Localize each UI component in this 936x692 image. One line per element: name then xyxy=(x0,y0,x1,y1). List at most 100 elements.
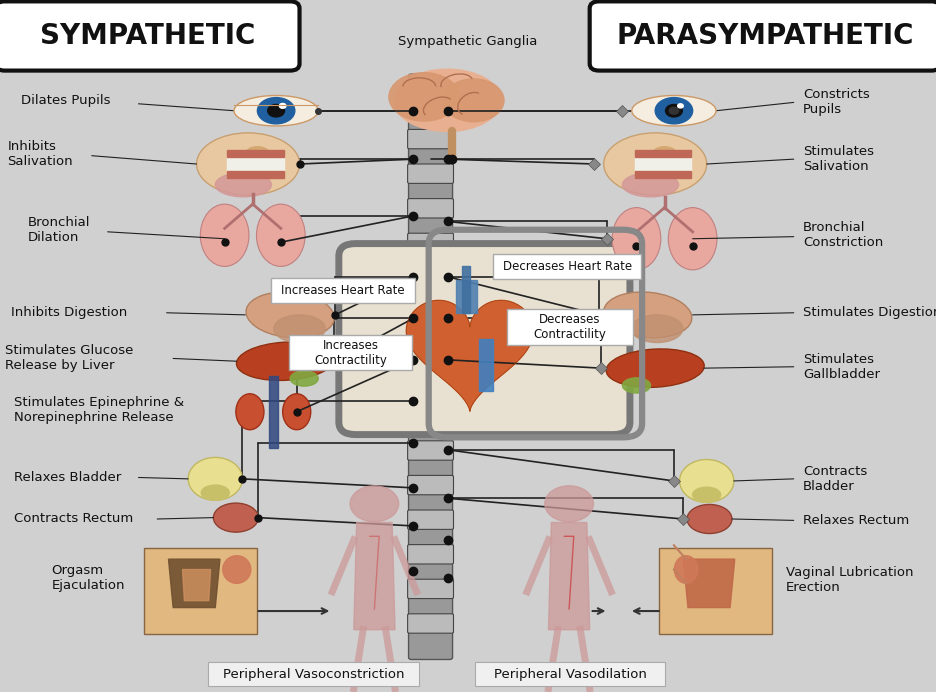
Text: Contracts Rectum: Contracts Rectum xyxy=(14,513,133,525)
Ellipse shape xyxy=(622,378,651,393)
Ellipse shape xyxy=(237,342,334,381)
Ellipse shape xyxy=(246,292,334,338)
Text: Increases Heart Rate: Increases Heart Rate xyxy=(281,284,404,297)
Ellipse shape xyxy=(273,315,326,343)
Text: Peripheral Vasodilation: Peripheral Vasodilation xyxy=(493,668,647,680)
Circle shape xyxy=(545,486,593,522)
Polygon shape xyxy=(548,522,590,630)
FancyBboxPatch shape xyxy=(408,302,453,322)
FancyBboxPatch shape xyxy=(408,510,453,529)
Ellipse shape xyxy=(665,104,682,117)
Ellipse shape xyxy=(668,208,717,270)
Text: Stimulates
Gallbladder: Stimulates Gallbladder xyxy=(803,353,880,381)
Circle shape xyxy=(350,486,399,522)
Text: Increases
Contractility: Increases Contractility xyxy=(314,339,388,367)
Ellipse shape xyxy=(632,95,716,126)
Polygon shape xyxy=(183,570,211,601)
Polygon shape xyxy=(635,157,691,171)
Polygon shape xyxy=(462,266,470,313)
Ellipse shape xyxy=(223,556,251,583)
FancyBboxPatch shape xyxy=(409,74,453,659)
Text: SYMPATHETIC: SYMPATHETIC xyxy=(40,22,256,50)
Ellipse shape xyxy=(678,104,683,108)
Polygon shape xyxy=(479,339,493,391)
FancyBboxPatch shape xyxy=(408,406,453,426)
FancyBboxPatch shape xyxy=(408,268,453,287)
Ellipse shape xyxy=(268,104,285,117)
Ellipse shape xyxy=(188,457,242,500)
Ellipse shape xyxy=(622,173,679,197)
Ellipse shape xyxy=(612,208,661,270)
Ellipse shape xyxy=(604,292,692,338)
Ellipse shape xyxy=(213,503,258,532)
FancyBboxPatch shape xyxy=(271,278,415,303)
Polygon shape xyxy=(635,171,691,178)
Text: Decreases Heart Rate: Decreases Heart Rate xyxy=(503,260,632,273)
Text: Constricts
Pupils: Constricts Pupils xyxy=(803,89,870,116)
FancyBboxPatch shape xyxy=(408,164,453,183)
FancyBboxPatch shape xyxy=(339,244,630,435)
Polygon shape xyxy=(456,280,477,313)
Ellipse shape xyxy=(680,459,734,502)
Ellipse shape xyxy=(631,315,683,343)
FancyBboxPatch shape xyxy=(659,548,772,634)
Ellipse shape xyxy=(653,147,676,161)
FancyBboxPatch shape xyxy=(408,199,453,218)
Ellipse shape xyxy=(674,556,698,583)
Text: Contracts
Bladder: Contracts Bladder xyxy=(803,465,868,493)
Ellipse shape xyxy=(246,147,270,161)
Ellipse shape xyxy=(283,394,311,430)
FancyBboxPatch shape xyxy=(408,441,453,460)
Ellipse shape xyxy=(215,173,271,197)
Ellipse shape xyxy=(257,98,295,124)
Text: Bronchial
Constriction: Bronchial Constriction xyxy=(803,221,884,249)
Text: Decreases
Contractility: Decreases Contractility xyxy=(534,313,607,341)
Text: Relaxes Rectum: Relaxes Rectum xyxy=(803,514,910,527)
FancyBboxPatch shape xyxy=(208,662,419,686)
Polygon shape xyxy=(406,300,534,411)
Text: Vaginal Lubrication
Erection: Vaginal Lubrication Erection xyxy=(786,566,914,594)
Ellipse shape xyxy=(256,204,305,266)
Ellipse shape xyxy=(693,487,721,502)
Text: Peripheral Vasoconstriction: Peripheral Vasoconstriction xyxy=(223,668,404,680)
Ellipse shape xyxy=(197,133,300,195)
FancyBboxPatch shape xyxy=(408,614,453,633)
Ellipse shape xyxy=(393,69,502,131)
FancyBboxPatch shape xyxy=(408,337,453,356)
Ellipse shape xyxy=(604,133,707,195)
Text: Inhibits Digestion: Inhibits Digestion xyxy=(11,307,127,319)
Text: Relaxes Bladder: Relaxes Bladder xyxy=(14,471,122,484)
FancyBboxPatch shape xyxy=(507,309,633,345)
Ellipse shape xyxy=(687,504,732,534)
FancyBboxPatch shape xyxy=(408,129,453,149)
Ellipse shape xyxy=(236,394,264,430)
Ellipse shape xyxy=(290,371,318,386)
Ellipse shape xyxy=(389,73,460,121)
Ellipse shape xyxy=(607,349,704,388)
Text: Stimulates
Salivation: Stimulates Salivation xyxy=(803,145,874,173)
FancyBboxPatch shape xyxy=(408,545,453,564)
Ellipse shape xyxy=(444,79,505,122)
Text: Dilates Pupils: Dilates Pupils xyxy=(21,94,110,107)
FancyBboxPatch shape xyxy=(0,1,300,71)
FancyBboxPatch shape xyxy=(408,372,453,391)
FancyBboxPatch shape xyxy=(289,335,412,370)
Text: Orgasm
Ejaculation: Orgasm Ejaculation xyxy=(51,564,125,592)
Polygon shape xyxy=(354,522,395,630)
Ellipse shape xyxy=(234,95,318,126)
FancyBboxPatch shape xyxy=(408,233,453,253)
FancyBboxPatch shape xyxy=(408,579,453,599)
FancyBboxPatch shape xyxy=(144,548,257,634)
FancyBboxPatch shape xyxy=(493,254,641,279)
FancyBboxPatch shape xyxy=(475,662,665,686)
Text: Sympathetic Ganglia: Sympathetic Ganglia xyxy=(399,35,537,48)
Ellipse shape xyxy=(279,103,286,109)
Text: Inhibits
Salivation: Inhibits Salivation xyxy=(7,140,73,167)
Polygon shape xyxy=(269,376,278,448)
Text: Bronchial
Dilation: Bronchial Dilation xyxy=(28,216,91,244)
Polygon shape xyxy=(683,559,735,608)
Ellipse shape xyxy=(655,98,693,124)
Polygon shape xyxy=(227,150,284,157)
Polygon shape xyxy=(227,157,284,171)
Polygon shape xyxy=(635,150,691,157)
